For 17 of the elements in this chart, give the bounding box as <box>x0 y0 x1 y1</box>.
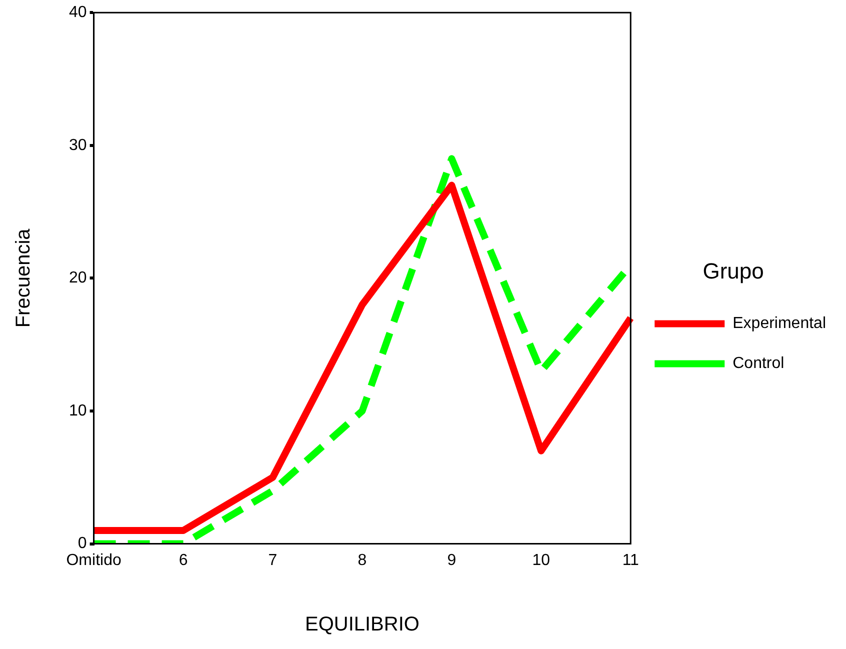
x-tick-label: 10 <box>532 552 550 569</box>
legend-title: Grupo <box>702 258 764 284</box>
y-tick-label: 40 <box>69 4 87 22</box>
x-tick-label: 7 <box>268 552 278 569</box>
x-tick-label: 8 <box>358 552 367 569</box>
x-tick-label: 9 <box>447 552 456 569</box>
y-tick-label: 30 <box>69 136 87 154</box>
legend-label: Experimental <box>732 315 826 332</box>
x-tick-label: 11 <box>622 552 640 569</box>
x-axis-title: EQUILIBRIO <box>304 614 420 636</box>
x-tick-label: 6 <box>178 552 188 569</box>
y-tick-label: 10 <box>69 402 87 420</box>
legend-label: Control <box>732 355 784 372</box>
x-tick-label: Omitido <box>66 552 122 569</box>
y-tick-label: 20 <box>69 270 87 287</box>
y-axis-title: Frecuencia <box>12 228 35 328</box>
y-tick-label: 0 <box>78 535 87 552</box>
